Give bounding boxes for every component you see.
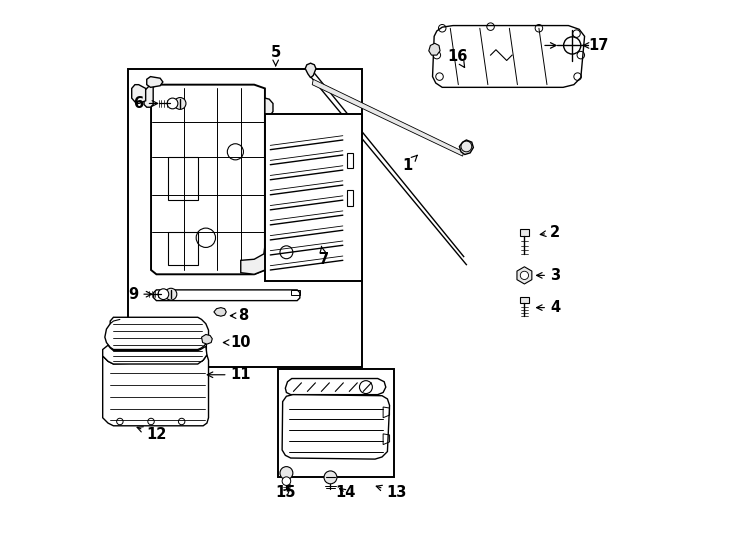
Polygon shape — [214, 308, 226, 316]
Polygon shape — [305, 63, 316, 78]
Bar — [168, 232, 197, 265]
Text: 8: 8 — [230, 308, 249, 323]
Polygon shape — [131, 85, 145, 104]
Bar — [346, 191, 353, 206]
Polygon shape — [241, 236, 300, 274]
Polygon shape — [517, 267, 532, 284]
Bar — [128, 69, 362, 367]
Circle shape — [280, 467, 293, 480]
Bar — [265, 114, 362, 281]
Text: 17: 17 — [582, 38, 608, 53]
Text: 6: 6 — [134, 96, 158, 111]
Polygon shape — [432, 25, 584, 87]
Text: 1: 1 — [402, 155, 418, 173]
Polygon shape — [103, 345, 207, 364]
Circle shape — [165, 288, 177, 300]
Circle shape — [324, 471, 337, 484]
Polygon shape — [147, 77, 163, 87]
Text: 13: 13 — [377, 485, 407, 501]
Text: 3: 3 — [537, 268, 560, 283]
Polygon shape — [286, 379, 386, 395]
Polygon shape — [153, 290, 300, 301]
Polygon shape — [105, 318, 208, 349]
Polygon shape — [151, 85, 265, 274]
Bar — [168, 157, 197, 200]
Polygon shape — [459, 140, 473, 154]
Text: 14: 14 — [335, 485, 356, 501]
Bar — [346, 153, 353, 168]
Polygon shape — [282, 395, 390, 459]
Text: 2: 2 — [540, 225, 560, 240]
Text: 16: 16 — [447, 49, 468, 68]
Polygon shape — [265, 98, 273, 119]
Polygon shape — [312, 79, 464, 156]
Bar — [520, 298, 528, 303]
Text: 5: 5 — [271, 45, 281, 66]
Polygon shape — [103, 355, 208, 426]
Text: 9: 9 — [128, 287, 152, 302]
Circle shape — [167, 98, 178, 109]
Circle shape — [282, 477, 291, 485]
Text: 11: 11 — [207, 367, 251, 382]
Bar — [278, 369, 394, 477]
Text: 12: 12 — [137, 427, 167, 442]
Text: 4: 4 — [537, 300, 560, 315]
Bar — [291, 290, 300, 295]
Circle shape — [520, 271, 528, 280]
Polygon shape — [429, 43, 440, 55]
Text: 7: 7 — [319, 246, 329, 267]
Polygon shape — [202, 334, 212, 344]
Text: 10: 10 — [223, 335, 251, 350]
Circle shape — [158, 289, 169, 300]
Bar — [520, 229, 528, 236]
Text: 15: 15 — [275, 485, 296, 501]
Polygon shape — [144, 86, 153, 107]
Circle shape — [174, 98, 186, 110]
